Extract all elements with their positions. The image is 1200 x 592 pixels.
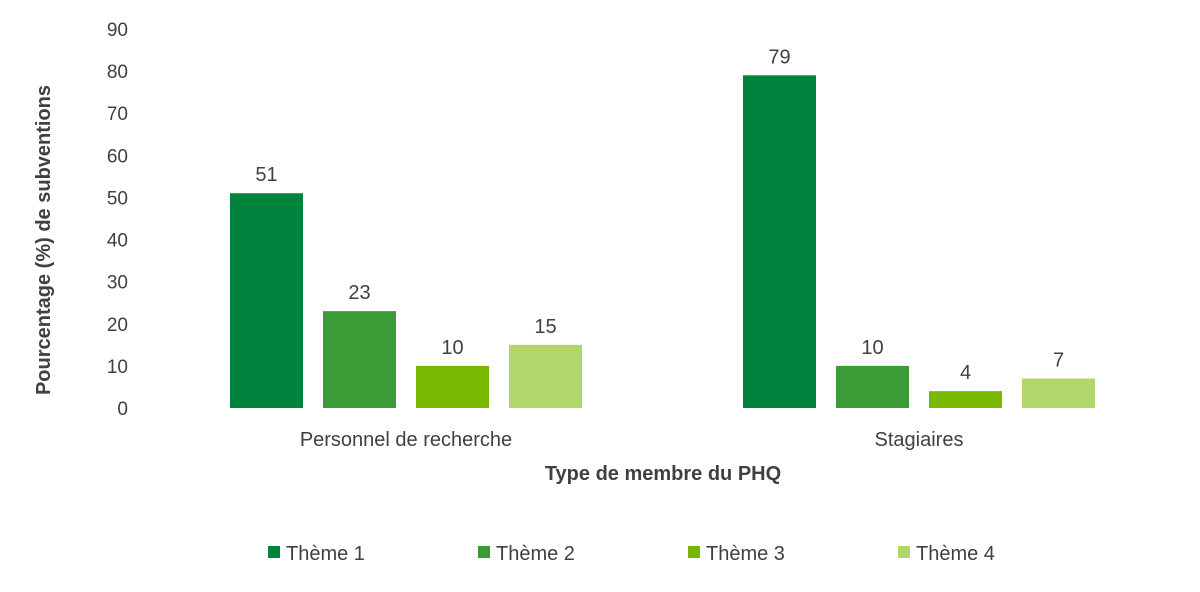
legend-label: Thème 4 <box>916 543 995 565</box>
legend-label: Thème 3 <box>706 543 785 565</box>
y-tick-label: 20 <box>107 315 128 336</box>
category-label: Personnel de recherche <box>300 429 512 451</box>
x-axis-title: Type de membre du PHQ <box>545 463 781 485</box>
y-tick-label: 60 <box>107 146 128 167</box>
bar <box>416 365 489 408</box>
data-label: 10 <box>861 337 883 359</box>
data-label: 4 <box>960 362 971 384</box>
legend-swatch <box>898 546 910 558</box>
legend-item: Thème 1 <box>268 543 365 565</box>
data-label: 23 <box>348 282 370 304</box>
data-label: 79 <box>768 46 790 68</box>
y-tick-label: 80 <box>107 62 128 83</box>
bar <box>929 391 1002 408</box>
y-tick-label: 50 <box>107 188 128 209</box>
bar <box>323 311 396 408</box>
legend-item: Thème 3 <box>688 543 785 565</box>
data-label: 51 <box>255 164 277 186</box>
bar <box>230 193 303 408</box>
bar <box>836 365 909 408</box>
y-axis-title: Pourcentage (%) de subventions <box>33 85 55 395</box>
y-tick-label: 10 <box>107 357 128 378</box>
category-label: Stagiaires <box>875 429 964 451</box>
legend-item: Thème 2 <box>478 543 575 565</box>
legend-swatch <box>688 546 700 558</box>
data-label: 15 <box>534 316 556 338</box>
y-tick-label: 70 <box>107 104 128 125</box>
legend-swatch <box>478 546 490 558</box>
data-label: 7 <box>1053 350 1064 372</box>
bar <box>1022 378 1095 408</box>
legend: Thème 1 Thème 2 Thème 3 Thème 4 <box>268 543 995 565</box>
legend-swatch <box>268 546 280 558</box>
category-labels-group: Personnel de recherche Stagiaires <box>300 429 964 451</box>
y-tick-label: 0 <box>117 399 128 420</box>
y-tick-label: 40 <box>107 231 128 252</box>
bar <box>509 344 582 408</box>
y-tick-label: 90 <box>107 20 128 41</box>
y-tick-label: 30 <box>107 273 128 294</box>
data-labels-group: 51 23 10 15 79 10 4 7 <box>255 46 1064 384</box>
y-axis-ticks: 0 10 20 30 40 50 60 70 80 90 <box>107 20 128 420</box>
legend-item: Thème 4 <box>898 543 995 565</box>
bars-group <box>230 75 1095 409</box>
legend-label: Thème 2 <box>496 543 575 565</box>
legend-label: Thème 1 <box>286 543 365 565</box>
bar <box>743 75 816 409</box>
data-label: 10 <box>441 337 463 359</box>
